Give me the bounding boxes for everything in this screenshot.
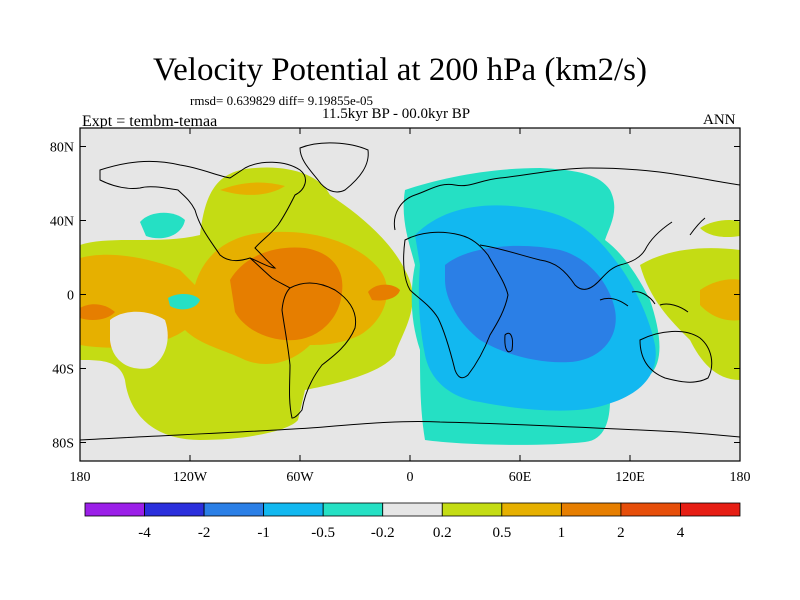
- coastline-south-america: [281, 282, 357, 419]
- coastlines: [80, 142, 740, 441]
- coastline-indonesia: [599, 291, 689, 313]
- colorbar-swatch: [203, 502, 265, 517]
- positive-band-west-pacific: [640, 248, 740, 380]
- colorbar-label: 2: [617, 525, 625, 541]
- colorbar-swatch: [263, 502, 324, 517]
- lat-tick-label: 40N: [50, 215, 74, 230]
- lon-tick-label: 180: [730, 470, 751, 485]
- colorbar-label: 0.5: [492, 525, 511, 541]
- map-axes: 180 120W 60W 0 60E 120E 180 80N 40N 0 40S 80S: [50, 128, 751, 485]
- contour-field: [80, 128, 740, 461]
- colorbar-swatch: [382, 502, 443, 517]
- coastline-greenland: [299, 142, 369, 193]
- colorbar: -4 -2 -1 -0.5 -0.2 0.2 0.5 1 2 4: [84, 502, 741, 541]
- lon-tick-label: 120E: [615, 470, 645, 485]
- colorbar-swatch: [144, 502, 205, 517]
- season-label: ANN: [703, 112, 736, 128]
- strong-negative-band: [445, 245, 616, 363]
- weak-negative-patch-north-pacific: [140, 212, 185, 239]
- colorbar-label: -4: [138, 525, 151, 541]
- coastline-japan: [689, 217, 706, 236]
- coastline-antarctica: [80, 420, 740, 441]
- lat-tick-label: 0: [67, 289, 74, 304]
- strong-positive-patch-atlantic: [368, 284, 400, 301]
- moderate-positive-band-east: [700, 279, 740, 321]
- lat-tick-label: 80N: [50, 141, 74, 156]
- lon-tick-label: 180: [70, 470, 91, 485]
- colorbar-swatch: [560, 502, 622, 517]
- colorbar-label: 0.2: [433, 525, 452, 541]
- neutral-patch-east-pacific: [110, 311, 168, 369]
- colorbar-label: 4: [677, 525, 685, 541]
- colorbar-swatch: [680, 502, 741, 517]
- colorbar-swatch: [84, 502, 145, 517]
- moderate-positive-band-nw-atlantic: [220, 182, 285, 195]
- lat-tick-label: 40S: [52, 363, 74, 378]
- positive-band-nw-pacific: [700, 220, 740, 238]
- time-period-label: 11.5kyr BP - 00.0kyr BP: [322, 106, 471, 122]
- figure-title: Velocity Potential at 200 hPa (km2/s): [152, 52, 648, 88]
- colorbar-swatch: [441, 502, 503, 517]
- lat-tick-label: 80S: [52, 437, 74, 452]
- coastline-africa: [403, 231, 509, 379]
- colorbar-label: -2: [198, 525, 211, 541]
- coastline-north-america: [99, 160, 306, 269]
- coastline-australia: [639, 330, 713, 383]
- experiment-label: Expt = tembm-temaa: [82, 113, 218, 130]
- colorbar-swatch: [501, 502, 562, 517]
- lon-tick-label: 120W: [173, 470, 208, 485]
- colorbar-swatch: [620, 502, 681, 517]
- rmsd-diff-stats: rmsd= 0.639829 diff= 9.19855e-05: [190, 93, 374, 108]
- strong-positive-patch-pacific: [80, 304, 115, 320]
- coastline-madagascar: [504, 332, 513, 353]
- lon-tick-label: 60W: [286, 470, 314, 485]
- coastline-eurasia: [393, 167, 740, 231]
- colorbar-label: -1: [257, 525, 270, 541]
- colorbar-swatch: [322, 502, 384, 517]
- lon-tick-label: 0: [407, 470, 414, 485]
- colorbar-label: 1: [558, 525, 566, 541]
- colorbar-label: -0.5: [311, 525, 335, 541]
- colorbar-label: -0.2: [371, 525, 395, 541]
- coastline-central-america: [249, 257, 291, 289]
- weak-negative-patch-south-pacific: [168, 294, 200, 310]
- lon-tick-label: 60E: [509, 470, 532, 485]
- coastline-asia-south: [479, 221, 673, 290]
